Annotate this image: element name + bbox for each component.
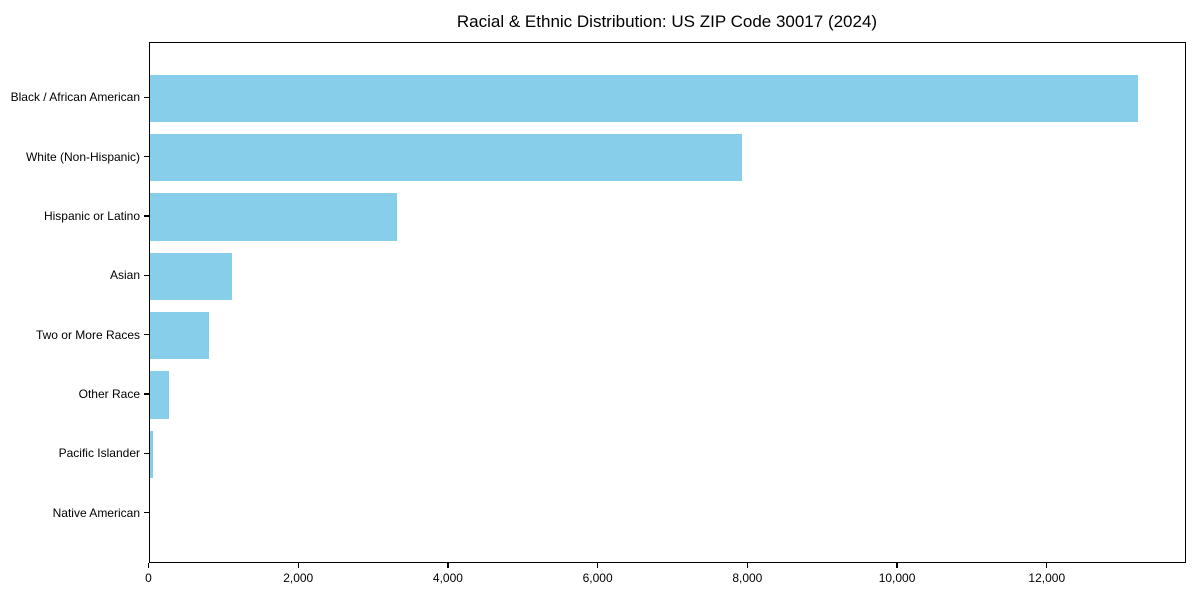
y-tick-label-other-race: Other Race bbox=[78, 386, 140, 401]
y-tick-label-hispanic-or-latino: Hispanic or Latino bbox=[43, 208, 140, 223]
y-tick-mark bbox=[143, 215, 149, 217]
x-tick-mark bbox=[297, 563, 299, 568]
y-tick-mark bbox=[143, 155, 149, 158]
bar-asian bbox=[149, 252, 232, 301]
bar-other-race bbox=[149, 371, 170, 419]
y-tick-label-asian: Asian bbox=[109, 268, 140, 283]
y-tick-label-black-african-american: Black / African American bbox=[10, 90, 140, 105]
bar-two-or-more-races bbox=[149, 311, 209, 360]
y-tick-label-native-american: Native American bbox=[52, 505, 140, 520]
bar-pacific-islander bbox=[149, 430, 153, 479]
y-tick-mark bbox=[143, 274, 149, 276]
y-tick-mark bbox=[143, 333, 149, 336]
y-tick-label-white-non-hispanic: White (Non-Hispanic) bbox=[25, 149, 140, 164]
y-tick-mark bbox=[143, 511, 149, 514]
x-tick-label-6000: 6,000 bbox=[582, 571, 613, 585]
bar-black-african-american bbox=[149, 74, 1138, 123]
x-tick-label-8000: 8,000 bbox=[732, 571, 763, 585]
x-tick-label-0: 0 bbox=[145, 571, 152, 585]
plot-area bbox=[148, 42, 1186, 563]
chart-title: Racial & Ethnic Distribution: US ZIP Cod… bbox=[456, 12, 878, 31]
x-tick-mark bbox=[596, 563, 599, 568]
x-tick-mark bbox=[1046, 563, 1048, 568]
x-tick-mark bbox=[447, 563, 449, 568]
y-tick-mark bbox=[143, 393, 149, 395]
x-tick-label-2000: 2,000 bbox=[283, 571, 314, 585]
x-tick-label-12000: 12,000 bbox=[1028, 571, 1066, 585]
x-tick-mark bbox=[147, 563, 150, 568]
x-tick-mark bbox=[746, 563, 748, 568]
x-tick-label-10000: 10,000 bbox=[878, 571, 916, 585]
bar-white-non-hispanic bbox=[149, 133, 743, 182]
bar-hispanic-or-latino bbox=[149, 193, 398, 241]
y-tick-label-pacific-islander: Pacific Islander bbox=[58, 446, 140, 461]
x-tick-mark bbox=[896, 563, 898, 568]
y-tick-mark bbox=[143, 452, 149, 454]
y-tick-label-two-or-more-races: Two or More Races bbox=[35, 327, 140, 342]
x-tick-label-4000: 4,000 bbox=[432, 571, 463, 585]
y-tick-mark bbox=[143, 96, 149, 98]
